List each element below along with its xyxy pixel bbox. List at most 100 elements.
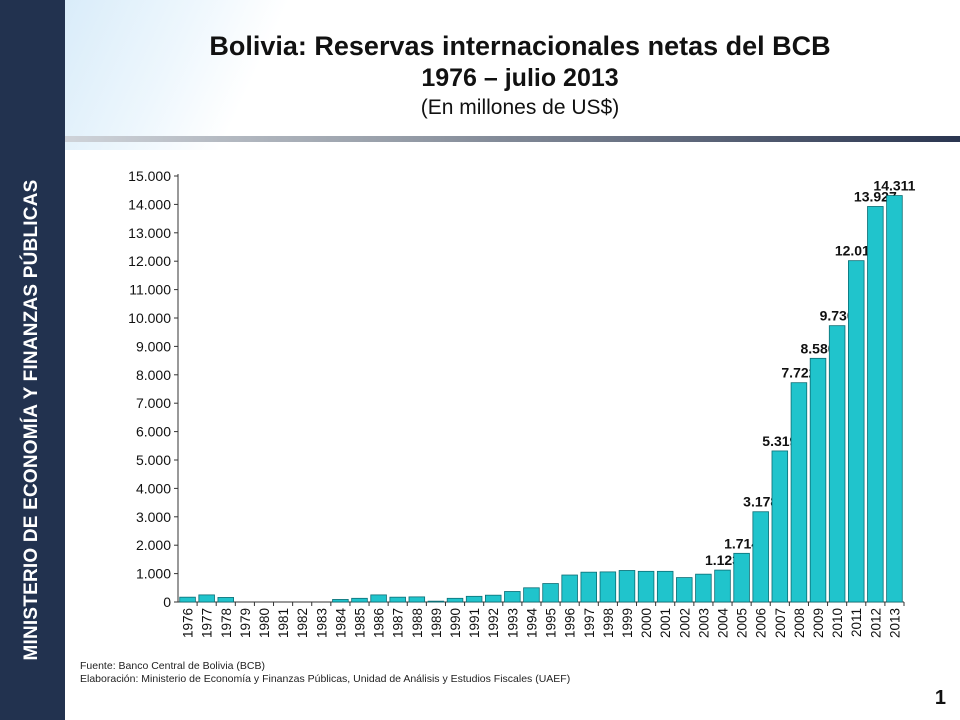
x-tick-label-1976: 1976 <box>181 608 196 638</box>
x-tick-label-1991: 1991 <box>467 608 482 638</box>
x-tick-label-1983: 1983 <box>314 608 329 638</box>
x-tick-label-1986: 1986 <box>372 608 387 638</box>
bar-2011 <box>848 260 865 603</box>
decorative-gradient <box>65 0 295 150</box>
bar-1984 <box>332 599 349 603</box>
data-label-2011: 12.019 <box>835 243 878 259</box>
footer: Fuente: Banco Central de Bolivia (BCB) E… <box>80 660 570 686</box>
y-tick-label: 2.000 <box>136 537 171 553</box>
y-tick-label: 6.000 <box>136 424 171 440</box>
chart-units: (En millones de US$) <box>420 96 620 119</box>
x-tick-label-2005: 2005 <box>735 608 750 638</box>
x-tick-label-1992: 1992 <box>486 608 501 638</box>
y-tick-label: 13.000 <box>128 225 171 241</box>
x-tick-label-1995: 1995 <box>544 608 559 638</box>
title-divider <box>65 136 960 142</box>
x-tick-label-1981: 1981 <box>276 608 291 638</box>
bar-1986 <box>370 594 387 603</box>
bar-chart: 0 1.000 2.000 3.000 4.000 5.000 6.000 7.000 8.00… <box>128 168 916 639</box>
bar-2003 <box>695 573 712 603</box>
x-tick-label-2010: 2010 <box>830 608 845 638</box>
data-label-2006: 3.178 <box>743 494 778 510</box>
y-tick-label: 15.000 <box>128 168 171 184</box>
bar-1988 <box>408 596 426 603</box>
x-tick-label-1997: 1997 <box>582 608 597 638</box>
title-block: Bolivia: Reservas internacionales netas … <box>130 30 910 122</box>
bar-2013 <box>886 195 903 603</box>
bar-1990 <box>446 597 464 603</box>
bar-1996 <box>561 574 578 603</box>
x-tick-label-2000: 2000 <box>639 608 654 638</box>
y-tick-label: 7.000 <box>136 395 171 411</box>
sidebar: MINISTERIO DE ECONOMÍA Y FINANZAS PÚBLIC… <box>0 0 65 720</box>
bar-1997 <box>580 571 597 603</box>
x-tick-label-2009: 2009 <box>811 608 826 638</box>
bar-1994 <box>523 587 540 603</box>
x-tick-label-1980: 1980 <box>257 608 272 638</box>
x-tick-label-1984: 1984 <box>333 608 348 639</box>
x-tick-label-1998: 1998 <box>601 608 616 638</box>
x-tick-label-1993: 1993 <box>505 608 520 638</box>
bar-1978 <box>217 597 234 603</box>
x-tick-label-2007: 2007 <box>773 608 788 638</box>
x-tick-label-1996: 1996 <box>563 608 578 638</box>
footer-elaboration: Elaboración: Ministerio de Economía y Fi… <box>80 673 571 685</box>
y-tick-label: 5.000 <box>136 452 171 468</box>
x-tick-label-1989: 1989 <box>429 608 444 638</box>
data-label-2007: 5.319 <box>762 433 797 449</box>
y-tick-label: 11.000 <box>129 282 171 298</box>
x-tick-label-2012: 2012 <box>868 608 883 638</box>
x-tick-label-2013: 2013 <box>887 608 902 638</box>
bar-1977 <box>198 594 215 603</box>
y-tick-label: 8.000 <box>136 367 171 383</box>
y-tick-label: 4.000 <box>136 480 171 496</box>
y-tick-label: 3.000 <box>136 509 171 525</box>
bar-1976 <box>179 596 196 603</box>
x-tick-label-1987: 1987 <box>391 608 406 638</box>
footer-source: Fuente: Banco Central de Bolivia (BCB) <box>80 660 266 672</box>
chart-period: 1976 – julio 2013 <box>421 64 619 92</box>
x-tick-label-2001: 2001 <box>658 608 673 638</box>
x-tick-label-1978: 1978 <box>219 608 234 638</box>
bar-1989 <box>427 600 445 603</box>
y-tick-label: 12.000 <box>128 253 171 269</box>
bar-2001 <box>656 570 674 603</box>
chart-title: Bolivia: Reservas internacionales netas … <box>209 31 831 61</box>
bar-2010 <box>828 325 846 603</box>
x-tick-label-1977: 1977 <box>200 608 215 638</box>
data-label-2004: 1.123 <box>705 552 740 568</box>
x-tick-label-1999: 1999 <box>620 608 635 638</box>
data-label-2008: 7.722 <box>781 365 816 381</box>
bar-1995 <box>542 583 559 603</box>
x-tick-label-2011: 2011 <box>849 608 864 637</box>
bar-2007 <box>771 450 789 603</box>
x-tick-label-2008: 2008 <box>792 608 807 638</box>
bar-2005 <box>733 552 750 603</box>
bar-1999 <box>618 570 636 603</box>
x-tick-label-1985: 1985 <box>353 608 368 638</box>
y-tick-label: 1.000 <box>136 566 171 582</box>
data-label-2009: 8.580 <box>801 340 836 356</box>
bar-2006 <box>752 511 769 603</box>
data-label-2010: 9.730 <box>820 308 855 324</box>
y-tick-label: 9.000 <box>136 338 171 354</box>
x-tick-label-2002: 2002 <box>677 608 692 638</box>
bar-2004 <box>714 569 731 603</box>
bar-1985 <box>351 597 368 603</box>
x-tick-label-2003: 2003 <box>696 608 711 638</box>
bar-2009 <box>809 357 827 603</box>
bar-2002 <box>676 577 693 603</box>
bar-1998 <box>599 571 617 603</box>
data-label-2005: 1.714 <box>724 535 759 551</box>
bar-2008 <box>790 382 808 603</box>
y-tick-label: 14.000 <box>128 196 171 212</box>
x-tick-label-1990: 1990 <box>448 608 463 638</box>
ministry-label: MINISTERIO DE ECONOMÍA Y FINANZAS PÚBLIC… <box>21 179 42 661</box>
bar-2012 <box>867 206 884 603</box>
x-tick-label-1994: 1994 <box>524 608 539 639</box>
bar-1987 <box>389 596 406 603</box>
bar-1993 <box>504 591 521 603</box>
x-tick-label-1988: 1988 <box>410 608 425 638</box>
x-tick-label-1979: 1979 <box>238 608 253 638</box>
x-tick-label-2006: 2006 <box>754 608 769 638</box>
